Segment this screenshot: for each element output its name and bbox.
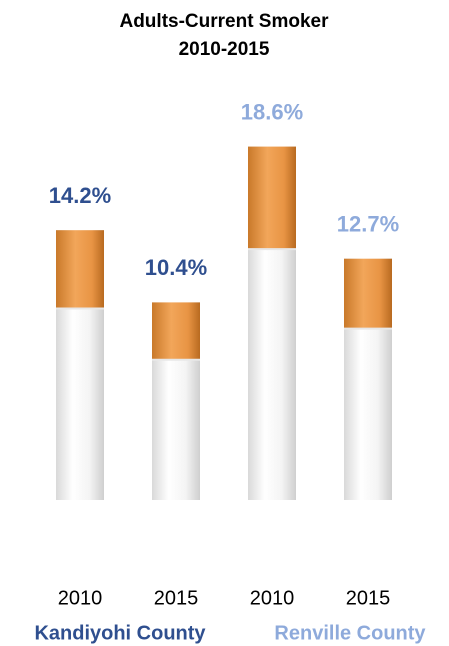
cigarette-bar — [152, 302, 200, 500]
group-label: Kandiyohi County — [34, 622, 206, 644]
group-label: Renville County — [274, 622, 426, 644]
cigarette-bar — [56, 230, 104, 500]
cigarette-filter — [152, 302, 200, 360]
x-tick-label: 2015 — [154, 587, 199, 609]
x-tick-label: 2010 — [250, 587, 295, 609]
x-tick-label: 2010 — [58, 587, 103, 609]
value-label: 18.6% — [241, 99, 303, 124]
cigarette-filter — [248, 146, 296, 250]
cigarette-bar — [344, 258, 392, 500]
value-label: 14.2% — [49, 183, 111, 208]
cigarette-bar — [248, 146, 296, 500]
chart-title: Adults-Current Smoker — [119, 11, 329, 32]
value-label: 10.4% — [145, 255, 207, 280]
x-tick-label: 2015 — [346, 587, 391, 609]
cigarette-filter — [344, 258, 392, 329]
cigarette-filter — [56, 230, 104, 309]
value-label: 12.7% — [337, 212, 399, 237]
chart-subtitle: 2010-2015 — [179, 39, 270, 60]
